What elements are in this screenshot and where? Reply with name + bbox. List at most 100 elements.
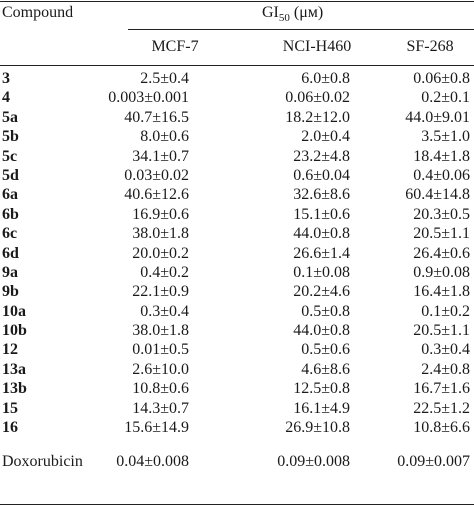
header-span-rule <box>128 29 474 30</box>
compound-name: 5b <box>2 128 19 146</box>
value-mcf7: 38.0±1.8 <box>132 322 189 340</box>
table-row: 6b 16.9±0.6 15.1±0.6 20.3±0.5 <box>0 205 474 224</box>
compound-name: 9b <box>2 283 19 301</box>
table-row: 9b 22.1±0.9 20.2±4.6 16.4±1.8 <box>0 282 474 301</box>
compound-name: 4 <box>2 89 10 107</box>
gi50-header: GI50 (μм) <box>262 3 324 24</box>
value-mcf7: 14.3±0.7 <box>132 399 189 417</box>
value-nci-h460: 26.9±10.8 <box>285 419 350 437</box>
value-nci-h460: 12.5±0.8 <box>293 380 350 398</box>
value-sf268: 26.4±0.6 <box>413 244 470 262</box>
value-sf268: 20.3±0.5 <box>413 205 470 223</box>
value-nci-h460: 32.6±8.6 <box>293 186 350 204</box>
value-nci-h460: 16.1±4.9 <box>293 399 350 417</box>
compound-name: 3 <box>2 70 10 87</box>
value-sf268: 16.4±1.8 <box>413 283 470 301</box>
table-row: 5b 8.0±0.6 2.0±0.4 3.5±1.0 <box>0 127 474 146</box>
compound-name: 5c <box>2 147 18 165</box>
value-sf268: 10.8±6.6 <box>413 419 470 437</box>
value-sf268: 16.7±1.6 <box>413 380 470 398</box>
value-mcf7: 8.0±0.6 <box>140 128 189 146</box>
value-nci-h460: 20.2±4.6 <box>293 283 350 301</box>
table-row: 13a 2.6±10.0 4.6±8.6 2.4±0.8 <box>0 360 474 379</box>
value-mcf7: 20.0±0.2 <box>132 244 189 262</box>
value-nci-h460: 2.0±0.4 <box>301 128 350 146</box>
value-nci-h460: 26.6±1.4 <box>293 244 350 262</box>
gi50-subscript: 50 <box>278 12 290 24</box>
value-nci-h460: 23.2±4.8 <box>293 147 350 165</box>
value-sf268: 2.4±0.8 <box>421 360 470 378</box>
value-mcf7: 2.5±0.4 <box>140 70 189 87</box>
value-mcf7: 0.01±0.5 <box>132 341 189 359</box>
value-sf268: 0.1±0.2 <box>421 302 470 320</box>
table-row: 15 14.3±0.7 16.1±4.9 22.5±1.2 <box>0 399 474 418</box>
table-row: 4 0.003±0.001 0.06±0.02 0.2±0.1 <box>0 88 474 107</box>
value-nci-h460: 0.6±0.04 <box>293 166 350 184</box>
value-sf268: 0.3±0.4 <box>421 341 470 359</box>
table-row: 5d 0.03±0.02 0.6±0.04 0.4±0.06 <box>0 166 474 185</box>
value-sf268: 0.06±0.8 <box>413 70 470 87</box>
table-row: 3 2.5±0.4 6.0±0.8 0.06±0.8 <box>0 69 474 88</box>
value-sf268: 20.5±1.1 <box>413 225 470 243</box>
compound-name: 16 <box>2 419 18 437</box>
table-row: 6d 20.0±0.2 26.6±1.4 26.4±0.6 <box>0 244 474 263</box>
value-mcf7: 22.1±0.9 <box>132 283 189 301</box>
compound-name: 6a <box>2 186 18 204</box>
gi50-unit: (μм) <box>289 4 324 21</box>
table-row: 5c 34.1±0.7 23.2±4.8 18.4±1.8 <box>0 147 474 166</box>
compound-name: 5d <box>2 166 19 184</box>
value-mcf7: 15.6±14.9 <box>124 419 189 437</box>
reference-name: Doxorubicin <box>2 453 83 471</box>
value-mcf7: 0.04±0.008 <box>116 453 189 471</box>
value-sf268: 0.2±0.1 <box>421 89 470 107</box>
header-bottom-rule <box>0 65 474 66</box>
value-nci-h460: 6.0±0.8 <box>301 70 350 87</box>
table-row: 6c 38.0±1.8 44.0±0.8 20.5±1.1 <box>0 224 474 243</box>
compound-name: 13a <box>2 360 26 378</box>
value-sf268: 0.09±0.007 <box>397 453 470 471</box>
value-nci-h460: 0.5±0.8 <box>301 302 350 320</box>
table-row: 10b 38.0±1.8 44.0±0.8 20.5±1.1 <box>0 321 474 340</box>
value-mcf7: 40.7±16.5 <box>124 108 189 126</box>
table-row: 6a 40.6±12.6 32.6±8.6 60.4±14.8 <box>0 185 474 204</box>
value-sf268: 22.5±1.2 <box>413 399 470 417</box>
compound-name: 6b <box>2 205 19 223</box>
compound-name: 6c <box>2 225 18 243</box>
value-nci-h460: 44.0±0.8 <box>293 225 350 243</box>
value-sf268: 44.0±9.01 <box>405 108 470 126</box>
value-mcf7: 0.03±0.02 <box>124 166 189 184</box>
value-nci-h460: 0.09±0.008 <box>277 453 350 471</box>
gi50-label: GI <box>262 4 279 21</box>
value-nci-h460: 0.5±0.6 <box>301 341 350 359</box>
table-row: 5a 40.7±16.5 18.2±12.0 44.0±9.01 <box>0 108 474 127</box>
value-mcf7: 34.1±0.7 <box>132 147 189 165</box>
compound-name: 10a <box>2 302 26 320</box>
value-sf268: 0.4±0.06 <box>413 166 470 184</box>
table-body: 3 2.5±0.4 6.0±0.8 0.06±0.8 4 0.003±0.001 0.06±… <box>0 69 474 472</box>
compound-name: 15 <box>2 399 18 417</box>
value-sf268: 20.5±1.1 <box>413 322 470 340</box>
column-header-nci-h460: NCI-H460 <box>282 38 352 55</box>
value-sf268: 0.9±0.08 <box>413 263 470 281</box>
table-row: 13b 10.8±0.6 12.5±0.8 16.7±1.6 <box>0 379 474 398</box>
value-nci-h460: 44.0±0.8 <box>293 322 350 340</box>
column-header-mcf7: MCF-7 <box>151 38 199 55</box>
value-mcf7: 10.8±0.6 <box>132 380 189 398</box>
value-sf268: 18.4±1.8 <box>413 147 470 165</box>
table-row: 9a 0.4±0.2 0.1±0.08 0.9±0.08 <box>0 263 474 282</box>
value-mcf7: 40.6±12.6 <box>124 186 189 204</box>
compound-name: 9a <box>2 263 18 281</box>
table-row: 12 0.01±0.5 0.5±0.6 0.3±0.4 <box>0 340 474 359</box>
compound-column-header: Compound <box>2 4 74 21</box>
value-mcf7: 38.0±1.8 <box>132 225 189 243</box>
compound-name: 13b <box>2 380 27 398</box>
value-nci-h460: 15.1±0.6 <box>293 205 350 223</box>
value-mcf7: 0.003±0.001 <box>108 89 189 107</box>
value-nci-h460: 18.2±12.0 <box>285 108 350 126</box>
value-mcf7: 0.4±0.2 <box>140 263 189 281</box>
value-sf268: 3.5±1.0 <box>421 128 470 146</box>
value-nci-h460: 0.06±0.02 <box>285 89 350 107</box>
value-mcf7: 2.6±10.0 <box>132 360 189 378</box>
value-mcf7: 0.3±0.4 <box>140 302 189 320</box>
